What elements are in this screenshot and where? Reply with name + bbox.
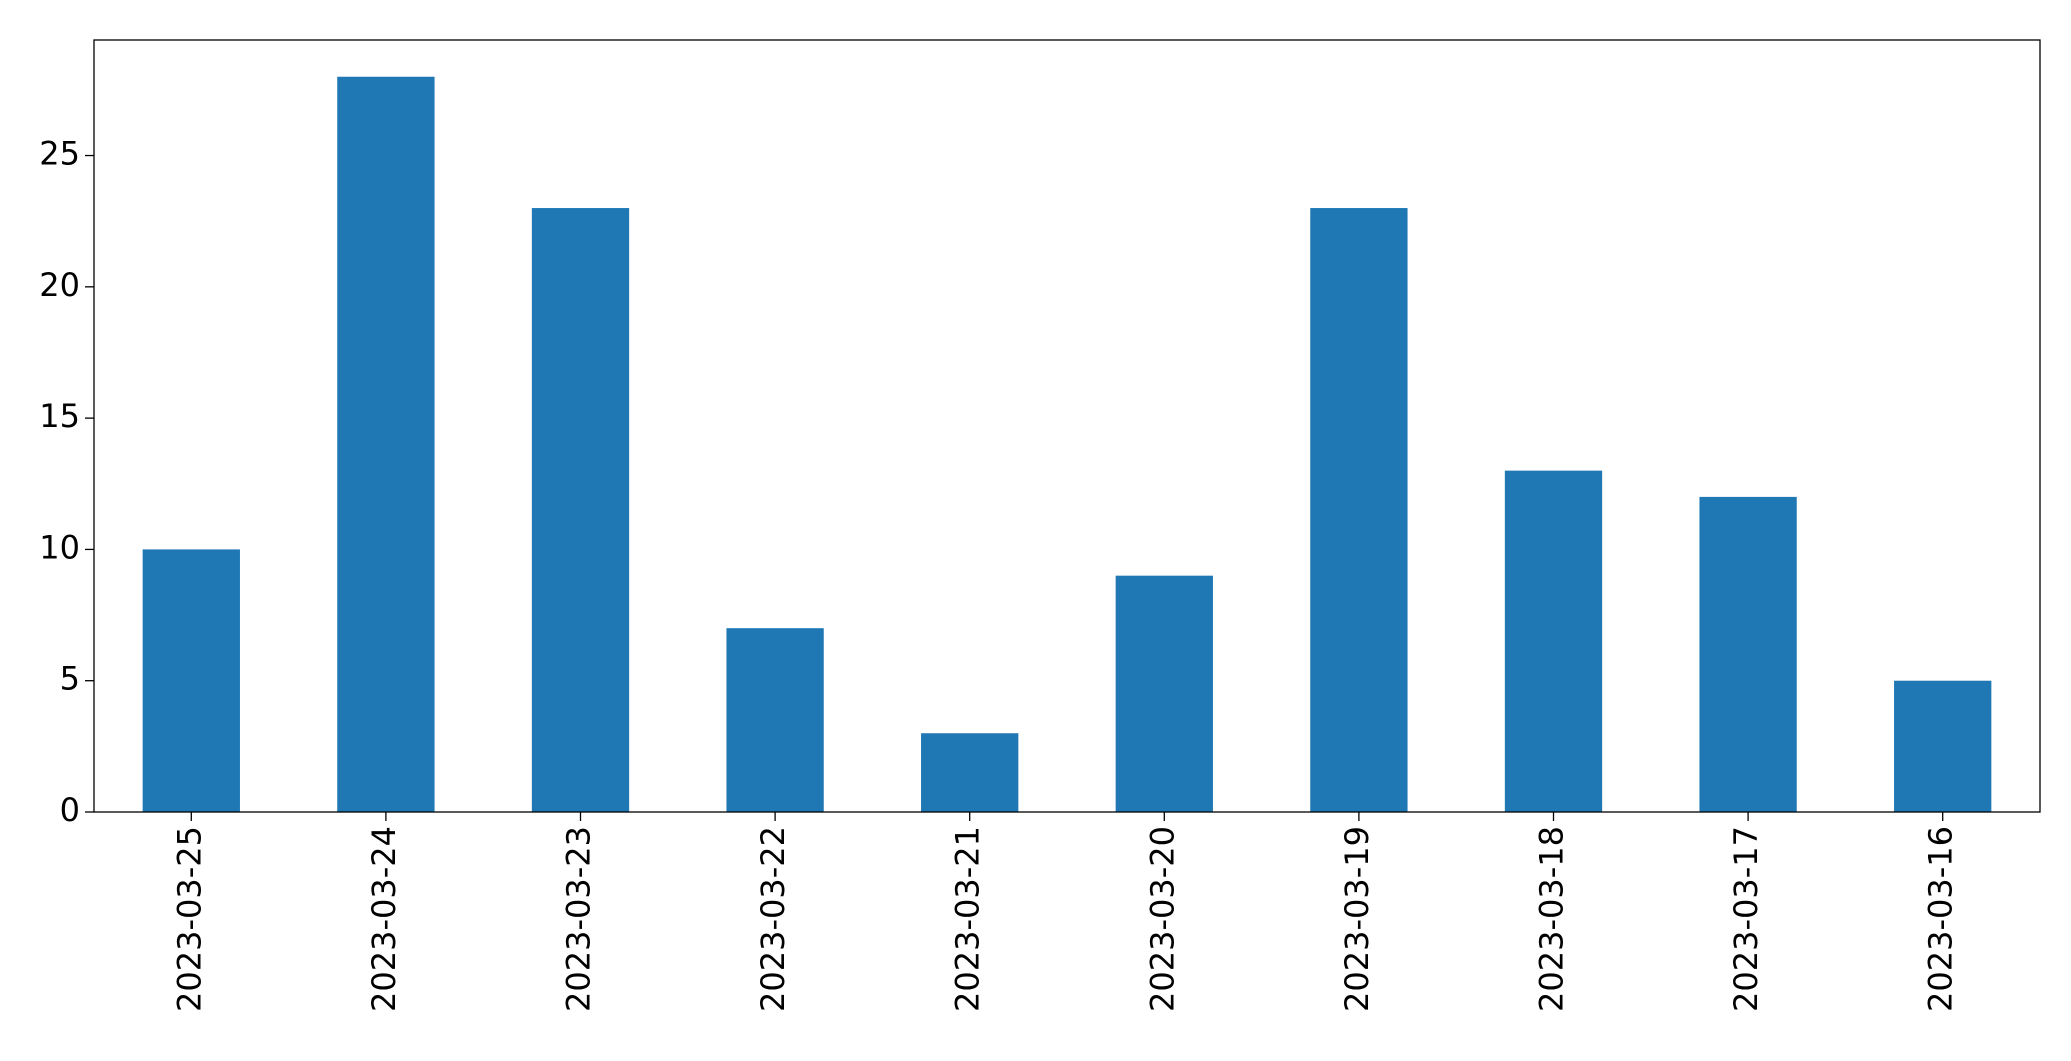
- y-tick-label: 25: [39, 135, 80, 173]
- y-tick-label: 10: [39, 528, 80, 566]
- x-tick-label: 2023-03-19: [1338, 826, 1376, 1012]
- x-tick-label: 2023-03-18: [1533, 826, 1571, 1012]
- bar: [1310, 208, 1408, 812]
- bar: [921, 733, 1019, 812]
- y-tick-label: 0: [60, 791, 80, 829]
- bar: [1504, 470, 1603, 812]
- bar: [1894, 680, 1992, 812]
- x-tick-label: 2023-03-24: [365, 826, 403, 1012]
- bar: [337, 76, 435, 812]
- x-tick-label: 2023-03-23: [560, 826, 598, 1012]
- plot-frame: [93, 39, 2041, 813]
- x-tick-label: 2023-03-16: [1922, 826, 1960, 1012]
- bar: [726, 628, 824, 812]
- x-tick-label: 2023-03-17: [1727, 826, 1765, 1012]
- y-tick-label: 15: [39, 397, 80, 435]
- x-tick-label: 2023-03-25: [170, 826, 208, 1012]
- y-tick-label: 20: [39, 266, 80, 304]
- bar: [531, 208, 630, 812]
- y-tick-label: 5: [60, 660, 80, 698]
- bar: [142, 549, 240, 812]
- x-tick-label: 2023-03-20: [1143, 826, 1181, 1012]
- x-tick-label: 2023-03-22: [754, 826, 792, 1012]
- bar: [1699, 496, 1797, 812]
- x-tick-label: 2023-03-21: [949, 826, 987, 1012]
- bar: [1115, 575, 1213, 812]
